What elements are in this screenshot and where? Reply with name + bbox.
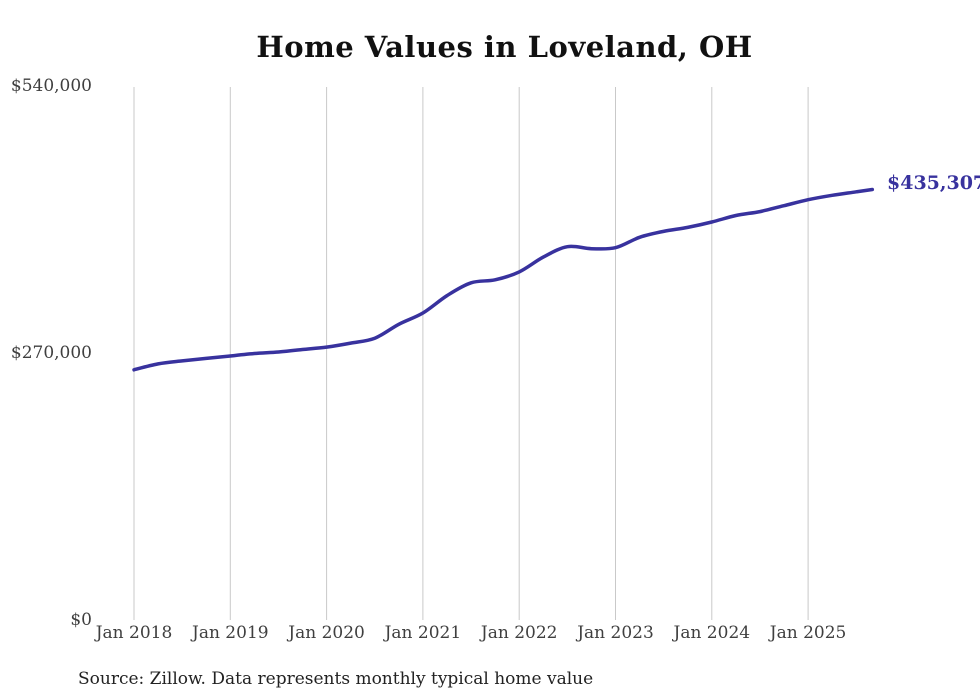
end-value-label: $435,307 <box>887 172 980 194</box>
source-note: Source: Zillow. Data represents monthly … <box>78 669 594 689</box>
y-tick-label: $270,000 <box>10 343 92 363</box>
x-tick-label: Jan 2022 <box>480 623 558 643</box>
y-tick-label: $540,000 <box>10 76 92 96</box>
x-tick-label: Jan 2024 <box>673 623 751 643</box>
x-tick-label: Jan 2018 <box>95 623 173 643</box>
y-tick-label: $0 <box>70 610 92 630</box>
x-tick-label: Jan 2021 <box>384 623 462 643</box>
x-tick-label: Jan 2025 <box>769 623 847 643</box>
x-tick-label: Jan 2019 <box>192 623 269 643</box>
home-value-line-series <box>132 187 875 372</box>
x-tick-label: Jan 2023 <box>577 623 654 643</box>
vertical-gridlines <box>133 87 809 620</box>
chart-title: Home Values in Loveland, OH <box>256 30 753 64</box>
x-tick-label: Jan 2020 <box>288 623 365 643</box>
